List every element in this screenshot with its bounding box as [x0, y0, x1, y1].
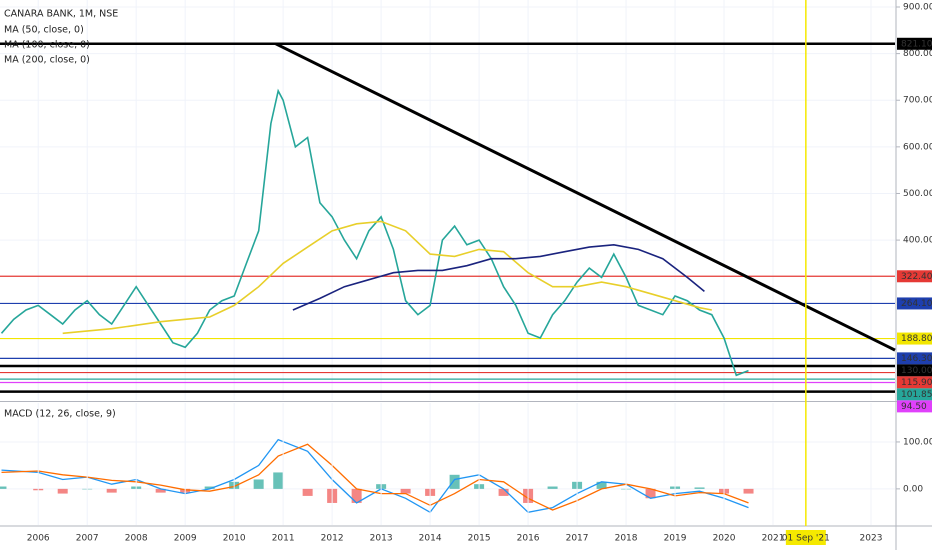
x-tick-label: 2021 — [762, 534, 785, 544]
x-tick-label: 2006 — [27, 534, 50, 544]
legend-entry: MA (200, close, 0) — [4, 55, 90, 66]
histogram-bar — [253, 479, 264, 489]
x-tick-label: 2016 — [517, 534, 540, 544]
histogram-bar — [400, 488, 411, 494]
macd-title: MACD (12, 26, close, 9) — [4, 409, 116, 420]
histogram-bar — [743, 488, 754, 494]
cursor-label-box — [785, 530, 826, 545]
level-label: 101.85 — [901, 390, 932, 400]
y-tick-label: 600.00 — [903, 142, 932, 152]
histogram-bar — [547, 486, 558, 489]
x-tick-label: 2011 — [272, 534, 295, 544]
x-tick-label: 2014 — [419, 534, 442, 544]
histogram-bar — [596, 481, 607, 489]
histogram-bar — [645, 488, 656, 499]
histogram-bar — [204, 486, 215, 489]
moving-average — [62, 220, 712, 335]
x-tick-label: 2015 — [468, 534, 491, 544]
x-tick-label: 2013 — [370, 534, 393, 544]
y-tick-label: 400.00 — [903, 236, 932, 246]
level-label-box — [897, 400, 932, 413]
y-tick-label: 100.00 — [903, 437, 932, 447]
moving-average — [292, 243, 705, 311]
x-tick-label: 2009 — [174, 534, 197, 544]
plot — [0, 0, 896, 525]
histogram-bar — [498, 488, 509, 496]
histogram-bar — [351, 488, 362, 503]
cursor-label: 01 Sep '21 — [782, 534, 830, 544]
level-label: 115.90 — [901, 378, 932, 388]
level-label-box — [897, 270, 932, 283]
level-label: 821.10 — [901, 39, 932, 49]
symbol-title: CANARA BANK, 1M, NSE — [4, 9, 118, 20]
x-tick-label: 2023 — [860, 534, 883, 544]
x-tick-label: 2018 — [615, 534, 638, 544]
level-label-box — [897, 37, 932, 50]
y-tick-label: 800.00 — [903, 49, 932, 59]
level-label: 130.00 — [901, 366, 932, 376]
level-label-box — [897, 388, 932, 401]
histogram-bar — [0, 486, 7, 489]
level-label-box — [897, 352, 932, 365]
level-label-box — [897, 332, 932, 345]
level-label: 264.10 — [901, 299, 932, 309]
x-tick-label: 2010 — [223, 534, 246, 544]
histogram-bar — [106, 488, 117, 493]
trendline — [275, 42, 896, 352]
level-label-box — [897, 376, 932, 389]
x-tick-label: 2020 — [713, 534, 736, 544]
x-tick-label: 2012 — [321, 534, 344, 544]
y-tick-label: 0.00 — [903, 484, 923, 494]
price-line — [0, 88, 749, 377]
legend-entry: MA (50, close, 0) — [4, 25, 84, 36]
level-label: 322.40 — [901, 272, 932, 282]
histogram-bar — [273, 472, 284, 489]
legend-entry: MA (100, close, 0) — [4, 40, 90, 51]
histogram-bar — [302, 488, 313, 496]
x-tick-label: 2017 — [566, 534, 589, 544]
level-label: 94.50 — [901, 402, 927, 412]
histogram-bar — [449, 474, 460, 489]
histogram-bar — [694, 487, 705, 489]
histogram-bar — [155, 488, 166, 493]
x-tick-label: 2008 — [125, 534, 148, 544]
x-tick-label: 2007 — [76, 534, 99, 544]
level-label-box — [897, 297, 932, 310]
y-tick-label: 900.00 — [903, 2, 932, 12]
y-tick-label: 700.00 — [903, 96, 932, 106]
histogram-bar — [57, 488, 68, 494]
x-tick-label: 2019 — [664, 534, 687, 544]
level-label: 146.30 — [901, 354, 932, 364]
level-label-box — [897, 364, 932, 377]
y-tick-label: 500.00 — [903, 189, 932, 199]
level-label: 188.80 — [901, 334, 932, 344]
